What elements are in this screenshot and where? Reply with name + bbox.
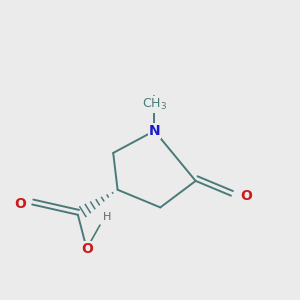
- Text: N: N: [148, 124, 160, 138]
- Text: O: O: [240, 189, 252, 202]
- Text: CH$_3$: CH$_3$: [142, 97, 167, 112]
- Text: H: H: [103, 212, 111, 222]
- Text: O: O: [14, 197, 26, 212]
- Text: O: O: [81, 242, 93, 256]
